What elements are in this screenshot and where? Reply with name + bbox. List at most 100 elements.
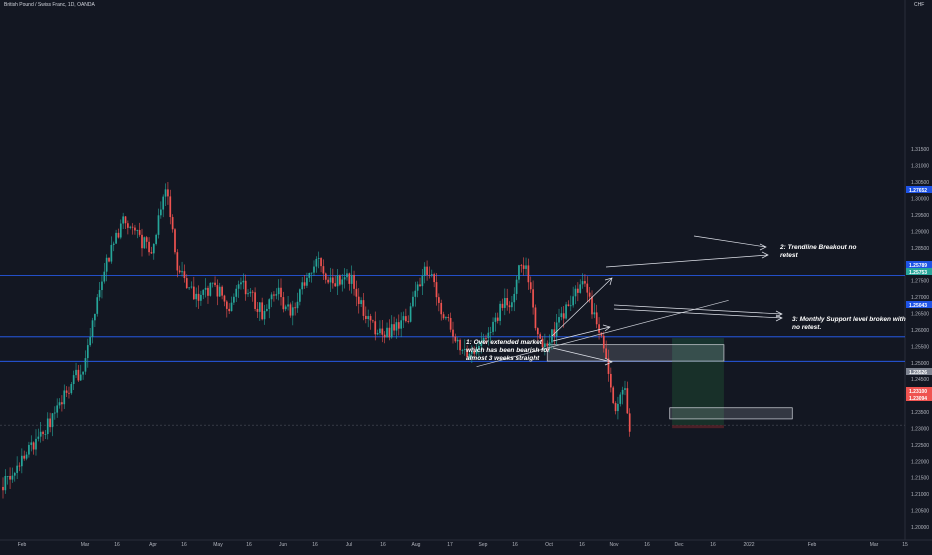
candle-body[interactable]	[331, 277, 334, 284]
candle-body[interactable]	[574, 288, 577, 297]
candle-body[interactable]	[532, 289, 534, 308]
candle-body[interactable]	[247, 293, 249, 295]
candle-body[interactable]	[315, 258, 318, 267]
candle-body[interactable]	[336, 275, 339, 287]
candle-body[interactable]	[607, 358, 610, 374]
candle-body[interactable]	[405, 316, 407, 322]
candle-body[interactable]	[494, 317, 497, 322]
price-badge[interactable]	[906, 301, 932, 308]
price-badge[interactable]	[906, 394, 932, 401]
candle-body[interactable]	[381, 328, 384, 335]
candle-body[interactable]	[103, 271, 106, 282]
candle-body[interactable]	[294, 307, 296, 309]
candle-body[interactable]	[167, 189, 169, 197]
candle-body[interactable]	[183, 271, 186, 279]
candle-body[interactable]	[379, 328, 381, 334]
candle-body[interactable]	[409, 306, 412, 322]
candle-body[interactable]	[343, 277, 346, 280]
position-reward-area[interactable]	[672, 361, 724, 426]
candle-body[interactable]	[536, 328, 539, 335]
candle-body[interactable]	[584, 281, 586, 284]
candle-body[interactable]	[572, 296, 575, 306]
candle-body[interactable]	[148, 241, 150, 253]
candle-body[interactable]	[489, 331, 492, 333]
candle-body[interactable]	[150, 252, 153, 254]
candle-body[interactable]	[350, 274, 353, 284]
candle-body[interactable]	[308, 272, 311, 278]
candle-body[interactable]	[553, 329, 556, 337]
candle-body[interactable]	[397, 322, 400, 329]
candle-body[interactable]	[400, 320, 403, 329]
candle-body[interactable]	[79, 374, 82, 381]
candle-body[interactable]	[369, 316, 372, 321]
candle-body[interactable]	[39, 431, 42, 437]
candle-body[interactable]	[374, 321, 377, 335]
candle-body[interactable]	[527, 265, 530, 283]
candle-body[interactable]	[214, 282, 216, 286]
candle-body[interactable]	[138, 230, 141, 235]
candle-body[interactable]	[357, 296, 360, 304]
candle-body[interactable]	[266, 308, 268, 311]
price-badge[interactable]	[906, 186, 932, 193]
candle-body[interactable]	[68, 392, 70, 394]
candle-body[interactable]	[421, 275, 424, 287]
candle-body[interactable]	[176, 252, 179, 271]
candle-body[interactable]	[327, 279, 329, 283]
candle-body[interactable]	[228, 308, 231, 312]
candle-body[interactable]	[84, 358, 87, 372]
candle-body[interactable]	[16, 465, 18, 473]
candle-body[interactable]	[301, 282, 304, 290]
candle-body[interactable]	[35, 438, 37, 450]
candle-body[interactable]	[155, 234, 157, 244]
candle-body[interactable]	[508, 305, 511, 308]
candle-body[interactable]	[423, 266, 426, 276]
candle-body[interactable]	[456, 339, 459, 342]
candle-body[interactable]	[487, 332, 490, 339]
candle-body[interactable]	[204, 287, 207, 290]
candle-body[interactable]	[473, 350, 476, 354]
candle-body[interactable]	[221, 286, 223, 296]
candle-body[interactable]	[435, 282, 438, 298]
candle-body[interactable]	[277, 287, 280, 295]
candle-body[interactable]	[609, 373, 612, 388]
zone-rectangle[interactable]	[669, 407, 793, 420]
candle-body[interactable]	[117, 232, 120, 238]
candle-body[interactable]	[86, 345, 89, 359]
candle-body[interactable]	[190, 286, 193, 288]
price-badge[interactable]	[906, 368, 932, 375]
candle-body[interactable]	[141, 234, 143, 249]
candle-body[interactable]	[626, 388, 629, 414]
candle-body[interactable]	[42, 431, 44, 435]
candle-body[interactable]	[263, 310, 266, 320]
candle-body[interactable]	[593, 312, 596, 315]
candle-body[interactable]	[518, 265, 520, 280]
candle-body[interactable]	[225, 301, 228, 309]
candle-body[interactable]	[445, 317, 447, 319]
candle-body[interactable]	[447, 317, 450, 318]
candle-body[interactable]	[192, 286, 195, 300]
candle-body[interactable]	[310, 272, 313, 274]
candle-body[interactable]	[218, 286, 221, 297]
candle-body[interactable]	[468, 353, 471, 358]
candle-body[interactable]	[602, 335, 605, 349]
candle-body[interactable]	[202, 289, 205, 295]
candle-body[interactable]	[569, 305, 572, 307]
candle-body[interactable]	[546, 343, 549, 346]
candle-body[interactable]	[496, 317, 499, 321]
candle-body[interactable]	[376, 333, 379, 335]
candle-body[interactable]	[470, 350, 473, 354]
candle-body[interactable]	[499, 303, 501, 321]
candle-body[interactable]	[296, 301, 299, 309]
candle-body[interactable]	[49, 418, 51, 428]
candle-body[interactable]	[284, 306, 287, 310]
candle-body[interactable]	[164, 189, 167, 197]
candle-body[interactable]	[558, 317, 560, 323]
candle-body[interactable]	[565, 304, 567, 319]
candle-body[interactable]	[63, 390, 66, 405]
candle-body[interactable]	[82, 371, 84, 375]
candle-body[interactable]	[157, 215, 160, 235]
candle-body[interactable]	[98, 290, 101, 298]
candle-body[interactable]	[367, 316, 370, 319]
candle-body[interactable]	[70, 384, 73, 394]
